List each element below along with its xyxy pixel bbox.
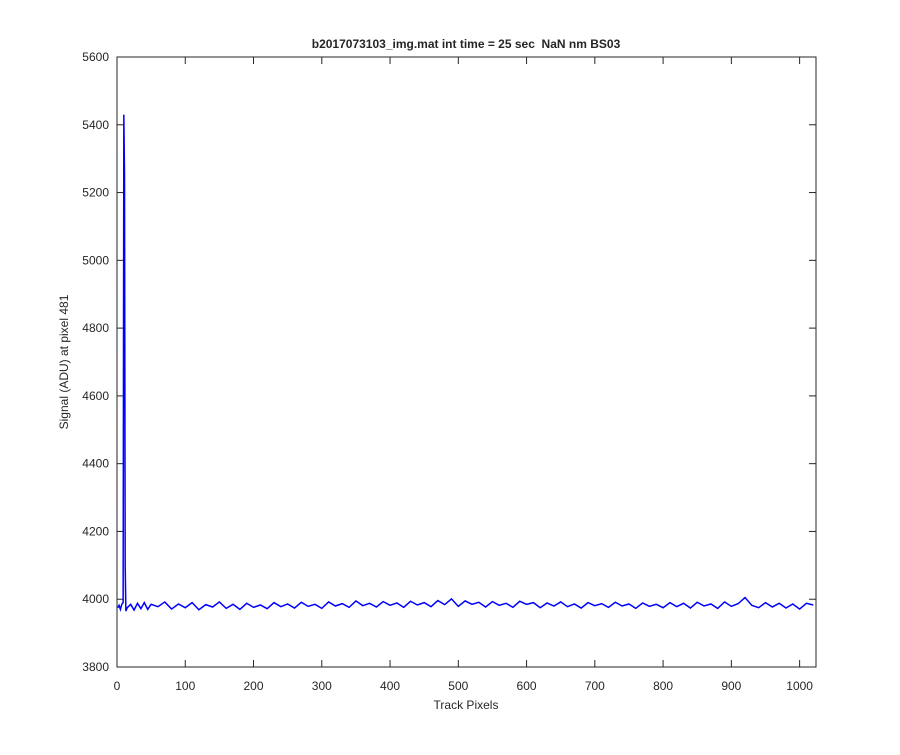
x-tick-label: 500 bbox=[448, 679, 468, 693]
x-axis-label: Track Pixels bbox=[434, 698, 499, 712]
y-tick-label: 3800 bbox=[82, 660, 109, 674]
x-tick-label: 700 bbox=[585, 679, 605, 693]
y-tick-label: 4200 bbox=[82, 524, 109, 538]
y-tick-label: 5400 bbox=[82, 118, 109, 132]
x-tick-label: 800 bbox=[653, 679, 673, 693]
plot-area bbox=[116, 56, 817, 668]
y-axis-label: Signal (ADU) at pixel 481 bbox=[57, 294, 71, 429]
x-tick-label: 300 bbox=[312, 679, 332, 693]
y-tick-label: 4600 bbox=[82, 389, 109, 403]
y-tick-label: 5200 bbox=[82, 186, 109, 200]
x-tick-label: 400 bbox=[380, 679, 400, 693]
data-line bbox=[117, 114, 814, 612]
y-tick-label: 5600 bbox=[82, 50, 109, 64]
chart-title: b2017073103_img.mat int time = 25 sec Na… bbox=[312, 37, 621, 51]
x-tick-label: 200 bbox=[244, 679, 264, 693]
y-tick-label: 5000 bbox=[82, 253, 109, 267]
x-tick-label: 100 bbox=[175, 679, 195, 693]
x-tick-label: 900 bbox=[721, 679, 741, 693]
y-tick-label: 4000 bbox=[82, 592, 109, 606]
x-tick-label: 0 bbox=[114, 679, 121, 693]
x-tick-label: 1000 bbox=[786, 679, 813, 693]
y-tick-label: 4400 bbox=[82, 457, 109, 471]
x-tick-label: 600 bbox=[517, 679, 537, 693]
y-tick-label: 4800 bbox=[82, 321, 109, 335]
